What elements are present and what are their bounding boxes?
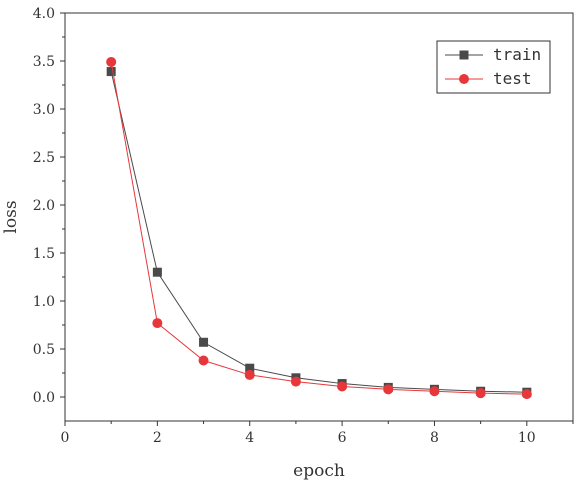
- train-point: [199, 337, 209, 347]
- plot-area: [64, 12, 574, 422]
- test-point: [475, 388, 486, 399]
- train-point: [106, 67, 116, 77]
- y-axis-title: loss: [1, 200, 21, 233]
- x-tick-label: 0: [61, 430, 70, 446]
- legend: train test: [436, 40, 551, 94]
- y-tick-label: 1.0: [33, 294, 55, 310]
- test-line: [110, 61, 527, 395]
- train-point: [152, 267, 162, 277]
- legend-marker: [459, 74, 469, 84]
- y-tick-label: 1.5: [33, 246, 55, 262]
- legend-box: [436, 40, 551, 94]
- test-point: [383, 384, 394, 395]
- y-tick-label: 0.5: [33, 342, 55, 358]
- series-train: [106, 67, 532, 397]
- train-line: [110, 71, 527, 393]
- test-point: [429, 386, 440, 397]
- series-test: [106, 56, 532, 400]
- test-point: [198, 355, 209, 366]
- x-axis-title: epoch: [293, 461, 345, 481]
- test-point: [106, 56, 117, 67]
- test-point: [152, 318, 163, 329]
- test-point: [337, 381, 348, 392]
- x-tick-label: 6: [338, 430, 347, 446]
- legend-marker: [459, 50, 469, 60]
- y-tick-label: 2.0: [33, 198, 55, 214]
- x-tick-label: 8: [430, 430, 439, 446]
- legend-entry-test: test: [445, 69, 532, 88]
- test-point: [521, 389, 532, 400]
- y-tick-label: 4.0: [33, 6, 55, 22]
- legend-entry-train: train: [445, 45, 541, 64]
- legend-label: test: [493, 69, 532, 88]
- x-tick-label: 2: [153, 430, 162, 446]
- series-layer: [106, 56, 532, 400]
- x-tick-label: 4: [245, 430, 254, 446]
- train-point: [245, 363, 255, 373]
- axis-ticks: 0 2 4 6 8 10 0.0 0.5 1.0 1.5 2.0 2.5 3.0 3.5 4.0: [33, 6, 574, 446]
- x-tick-label: 10: [518, 430, 536, 446]
- legend-label: train: [493, 45, 541, 64]
- test-point: [244, 369, 255, 380]
- y-tick-label: 3.0: [33, 102, 55, 118]
- test-point: [290, 376, 301, 387]
- y-tick-label: 0.0: [33, 390, 55, 406]
- y-tick-label: 2.5: [33, 150, 55, 166]
- y-tick-label: 3.5: [33, 54, 55, 70]
